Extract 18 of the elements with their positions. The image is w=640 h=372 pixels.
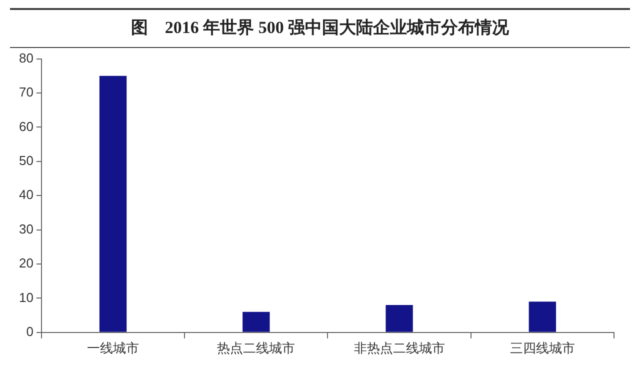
x-tick-label: 一线城市 [87, 342, 140, 357]
y-tick-label: 30 [18, 221, 34, 236]
y-tick-label: 40 [18, 187, 34, 202]
bar [99, 76, 127, 332]
y-tick-label: 70 [18, 84, 34, 100]
x-tick-label: 热点二线城市 [217, 342, 296, 357]
y-tick-label: 10 [18, 290, 34, 305]
y-tick-label: 60 [18, 118, 34, 134]
y-tick-label: 0 [26, 324, 34, 339]
y-tick-label: 80 [18, 50, 34, 66]
chart-title: 图 2016 年世界 500 强中国大陆企业城市分布情况 [10, 8, 630, 48]
y-tick-label: 20 [18, 256, 34, 271]
x-tick-label: 非热点二线城市 [354, 342, 445, 357]
bar [386, 305, 413, 332]
bar [242, 312, 270, 332]
y-tick-label: 50 [18, 152, 34, 168]
bar [528, 302, 556, 332]
x-tick-label: 三四线城市 [510, 342, 575, 357]
